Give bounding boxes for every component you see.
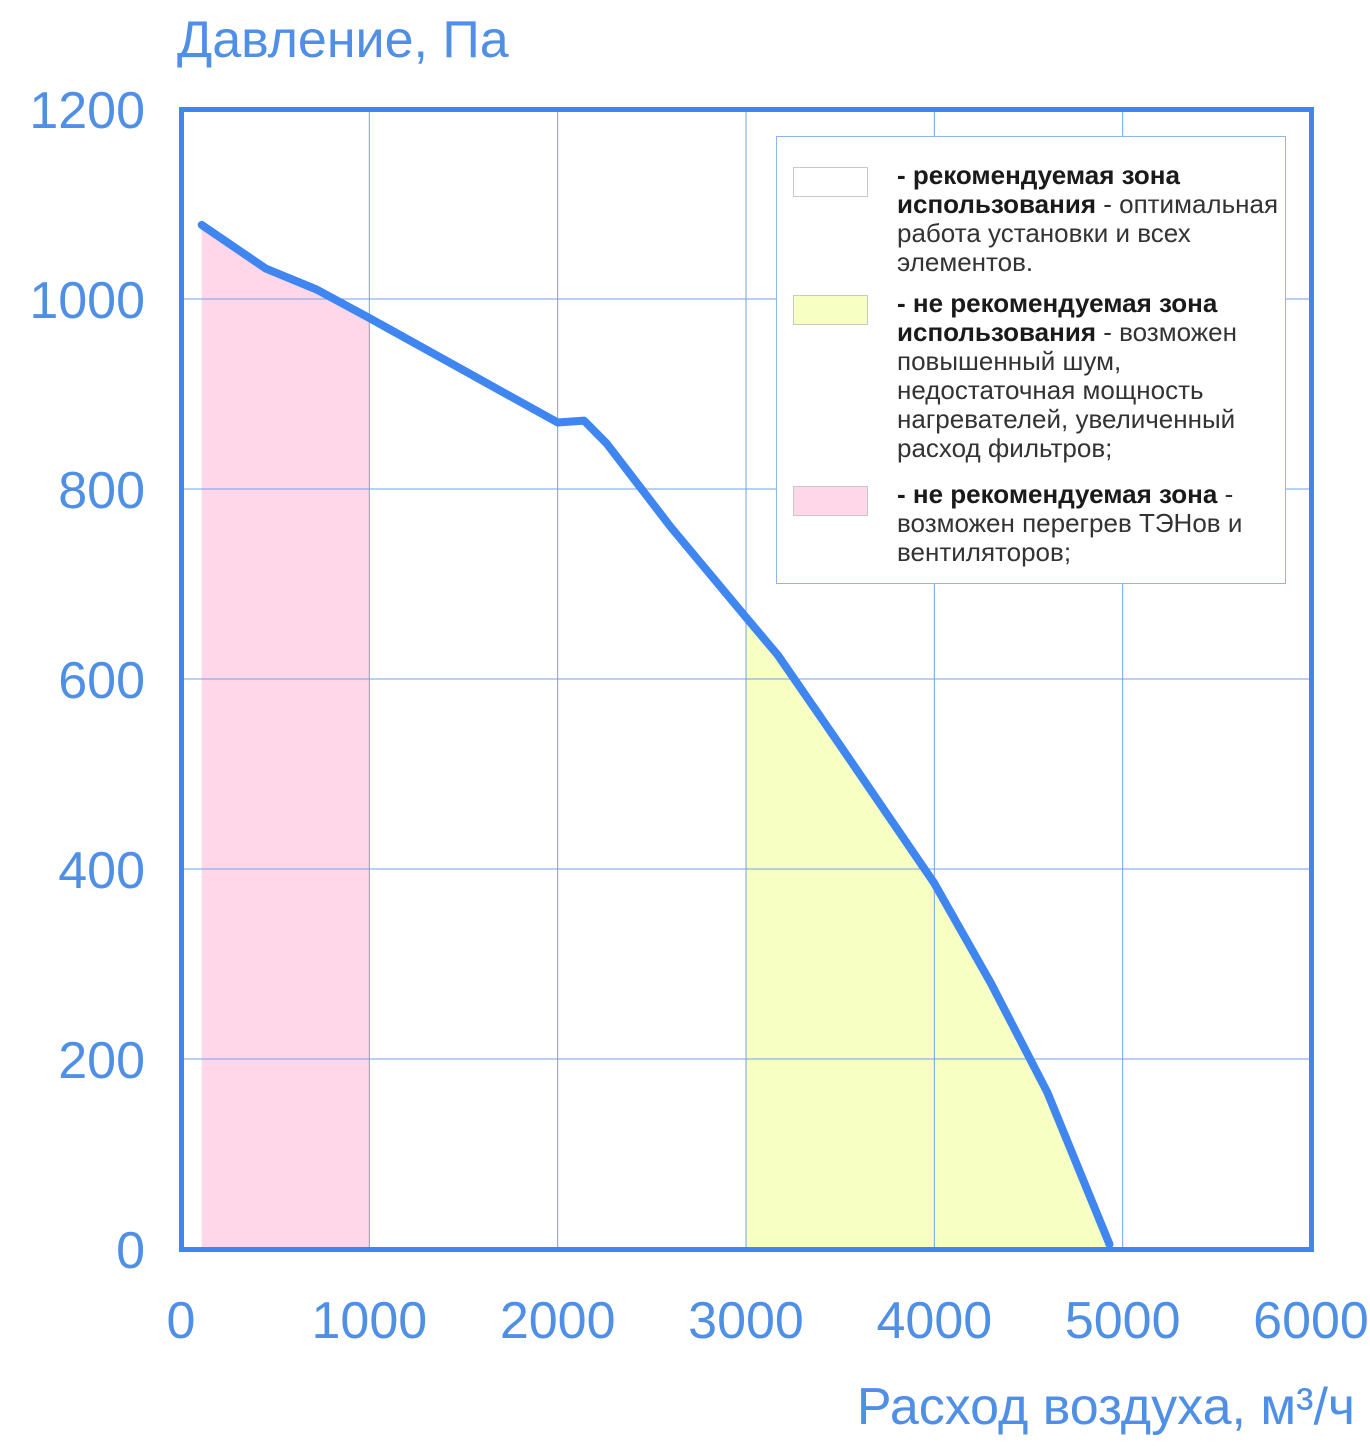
legend-label-overheat: - не рекомендуемая зона [897, 479, 1218, 509]
pressure-curve [197, 220, 1114, 1249]
x-tick-labels: 0 1000 2000 3000 4000 5000 6000 [167, 1292, 1369, 1350]
legend-desc-overheat: - возможен перегрев ТЭНов и вентиляторов… [897, 479, 1243, 567]
y-tick-labels: 0 200 400 600 800 1000 1200 [29, 82, 145, 1280]
legend-desc-recommended: - оптимальная работа установки и всех эл… [897, 189, 1279, 277]
legend-label-not-recommended: - не рекомендуемая зона использования [897, 288, 1218, 347]
legend-swatch-yellow [793, 295, 868, 325]
x-tick-label: 0 [167, 1292, 196, 1350]
legend-desc-not-recommended: - возможен повышенный шум, недостаточная… [897, 317, 1237, 463]
y-tick-label: 1200 [29, 82, 145, 140]
y-tick-label: 1000 [29, 272, 145, 330]
curve-layer [197, 220, 1114, 1249]
plot-frame [179, 107, 1314, 1252]
x-axis-title: Расход воздуха, м³/ч [857, 1378, 1355, 1436]
x-tick-label: 2000 [500, 1292, 616, 1350]
legend-swatch-white [793, 167, 868, 197]
zone-yellow [746, 617, 1110, 1249]
legend-swatch-pink [793, 486, 868, 516]
y-tick-label: 400 [58, 842, 145, 900]
x-tick-label: 1000 [311, 1292, 427, 1350]
x-tick-label: 4000 [876, 1292, 992, 1350]
x-tick-label: 3000 [688, 1292, 804, 1350]
x-tick-label: 5000 [1065, 1292, 1181, 1350]
y-tick-label: 800 [58, 462, 145, 520]
y-axis-title: Давление, Па [177, 11, 509, 69]
y-tick-label: 600 [58, 652, 145, 710]
y-tick-label: 0 [116, 1222, 145, 1280]
x-tick-label: 6000 [1253, 1292, 1369, 1350]
zones-layer [201, 224, 1110, 1249]
y-tick-label: 200 [58, 1032, 145, 1090]
legend-label-recommended: - рекомендуемая зона использования [897, 160, 1180, 219]
zone-pink [201, 224, 370, 1249]
legend: - рекомендуемая зона использования - опт… [776, 136, 1286, 584]
